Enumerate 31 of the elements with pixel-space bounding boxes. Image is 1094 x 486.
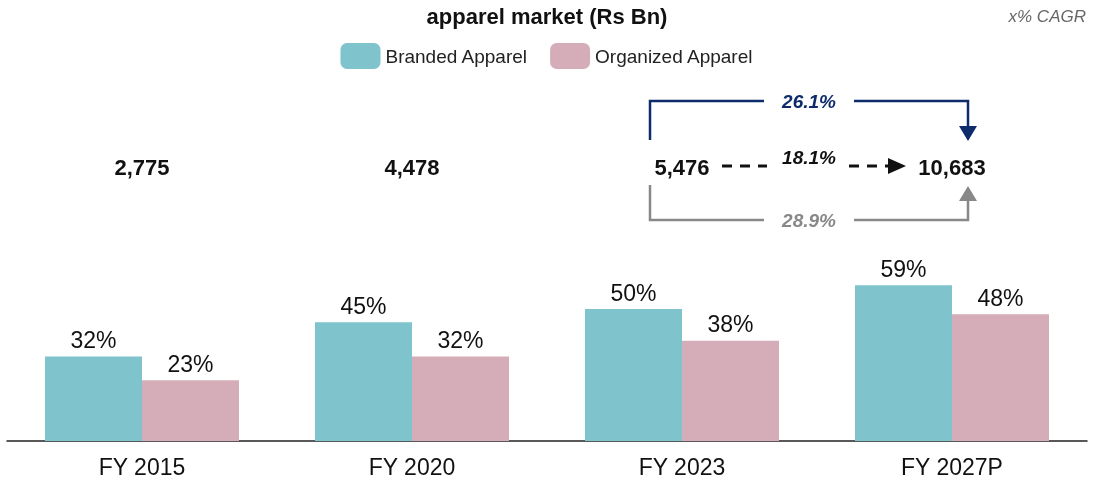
legend-label: Branded Apparel bbox=[385, 45, 528, 67]
x-tick-label: FY 2015 bbox=[98, 453, 186, 480]
bar bbox=[142, 380, 239, 441]
x-tick-label: FY 2023 bbox=[638, 453, 726, 480]
text: 28.9% bbox=[781, 210, 837, 231]
bar bbox=[952, 314, 1049, 441]
text: 18.1% bbox=[782, 147, 837, 168]
text: 5,476 bbox=[654, 155, 710, 180]
bar bbox=[682, 340, 779, 441]
data-label: 32% bbox=[70, 327, 117, 354]
bar bbox=[855, 285, 952, 441]
bar bbox=[412, 356, 509, 441]
bar bbox=[315, 322, 412, 441]
legend-label: Organized Apparel bbox=[595, 45, 753, 67]
data-label: 38% bbox=[707, 311, 754, 338]
data-label: 50% bbox=[610, 279, 657, 306]
chart-title: apparel market (Rs Bn) bbox=[426, 3, 668, 29]
bar bbox=[45, 356, 142, 441]
data-label: 48% bbox=[977, 284, 1024, 311]
data-label: 32% bbox=[437, 327, 484, 354]
text: 4,478 bbox=[384, 155, 440, 180]
text: x% CAGR bbox=[1007, 7, 1086, 26]
x-tick-label: FY 2027P bbox=[901, 453, 1003, 480]
x-tick-label: FY 2020 bbox=[368, 453, 456, 480]
bar bbox=[585, 309, 682, 441]
text: 26.1% bbox=[781, 91, 837, 112]
data-label: 45% bbox=[340, 292, 387, 319]
data-label: 23% bbox=[167, 350, 214, 377]
text: 2,775 bbox=[114, 155, 170, 180]
data-label: 59% bbox=[880, 255, 927, 282]
text: 10,683 bbox=[918, 155, 986, 180]
